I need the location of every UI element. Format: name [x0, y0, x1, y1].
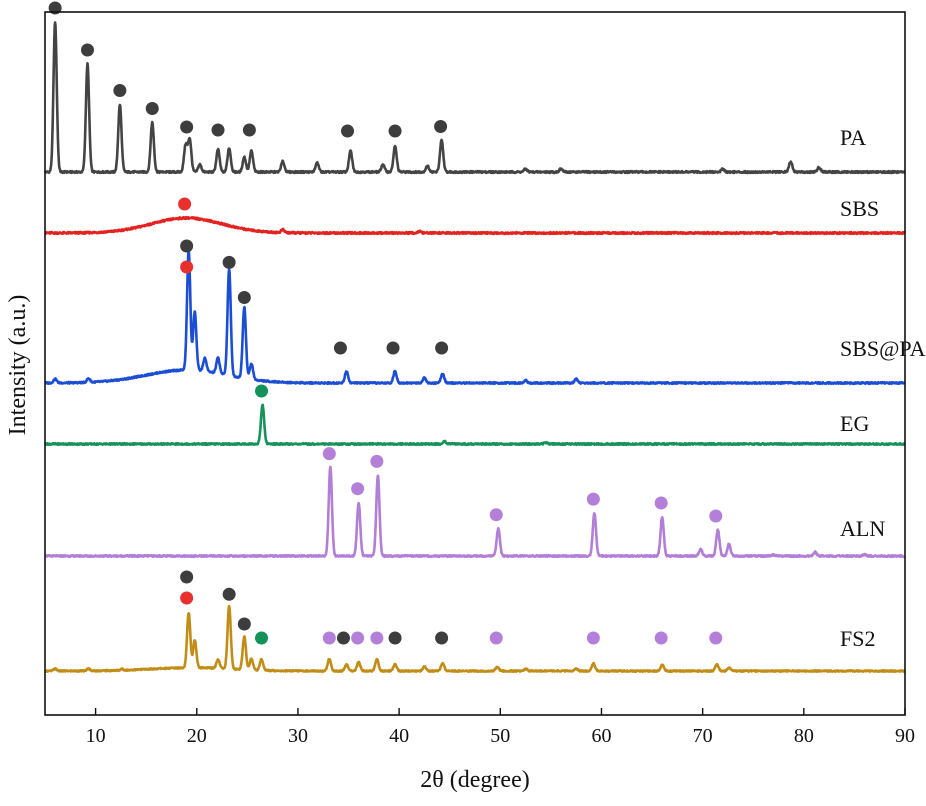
- x-tick-label-90: 90: [895, 725, 915, 747]
- peak-marker-aln-purple: [370, 454, 384, 468]
- peak-marker-fs2-purple: [489, 631, 503, 645]
- series-label-pa: PA: [840, 125, 866, 150]
- peak-marker-fs2-black: [222, 587, 236, 601]
- x-tick-label-80: 80: [794, 725, 814, 747]
- peak-marker-pa-black: [341, 124, 355, 138]
- peak-marker-sbs-pa-black: [386, 341, 400, 355]
- peak-marker-sbs-pa-black: [333, 341, 347, 355]
- peak-marker-fs2-black: [435, 631, 449, 645]
- peak-marker-aln-purple: [489, 508, 503, 522]
- series-line-sbs-pa: [44, 248, 906, 386]
- series-label-sbs-pa: SBS@PA: [840, 336, 926, 361]
- plot-frame: [44, 11, 906, 716]
- peak-marker-aln-purple: [654, 496, 668, 510]
- peak-marker-fs2-purple: [654, 631, 668, 645]
- peak-marker-fs2-black: [237, 617, 251, 631]
- series-line-sbs: [44, 215, 907, 236]
- peak-marker-aln-purple: [586, 492, 600, 506]
- peak-marker-sbs-pa-black: [180, 239, 194, 253]
- traces-layer: [43, 21, 907, 673]
- x-tick-label-60: 60: [591, 725, 611, 747]
- peak-marker-aln-purple: [709, 509, 723, 523]
- x-axis-title: 2θ (degree): [420, 767, 529, 793]
- peak-marker-pa-black: [242, 123, 256, 137]
- x-tick-label-30: 30: [288, 725, 308, 747]
- x-tick-label-70: 70: [693, 725, 713, 747]
- peak-marker-aln-purple: [322, 447, 336, 461]
- series-label-eg: EG: [840, 411, 869, 436]
- peak-marker-aln-purple: [351, 482, 365, 496]
- x-tick-label-40: 40: [389, 725, 409, 747]
- peak-marker-pa-black: [434, 120, 448, 133]
- series-label-sbs: SBS: [840, 196, 879, 221]
- peak-marker-eg-green: [255, 384, 269, 398]
- peak-marker-pa-black: [211, 123, 225, 137]
- peak-marker-fs2-purple: [586, 631, 600, 645]
- x-tick-label-10: 10: [86, 725, 106, 747]
- x-tick-label-50: 50: [490, 725, 510, 747]
- peak-marker-sbs-pa-black: [435, 341, 449, 355]
- x-tick-label-20: 20: [187, 725, 207, 747]
- series-label-aln: ALN: [840, 516, 885, 541]
- series-line-fs2: [44, 604, 906, 673]
- peak-marker-sbs-red: [178, 197, 192, 211]
- peak-marker-pa-black: [388, 124, 402, 138]
- peak-marker-fs2-black: [388, 631, 402, 645]
- peak-marker-fs2-purple: [351, 631, 365, 645]
- series-label-fs2: FS2: [840, 626, 875, 651]
- markers-layer: [48, 1, 723, 645]
- peak-marker-fs2-purple: [322, 631, 336, 645]
- series-line-eg: [43, 403, 906, 447]
- peak-marker-fs2-black: [180, 570, 194, 584]
- series-labels-layer: PA SBS SBS@PA EG ALN FS2: [840, 125, 926, 651]
- peak-marker-sbs-pa-black: [222, 255, 236, 269]
- peak-marker-pa-black: [180, 120, 194, 134]
- series-line-pa: [43, 21, 906, 175]
- peak-marker-fs2-green: [255, 631, 269, 645]
- peak-marker-fs2-black: [336, 631, 350, 645]
- peak-marker-sbs-pa-black: [237, 291, 251, 304]
- peak-marker-fs2-purple: [370, 631, 384, 645]
- peak-marker-fs2-purple: [709, 631, 723, 645]
- peak-marker-sbs-pa-red: [180, 260, 194, 274]
- y-axis-title: Intensity (a.u.): [5, 295, 31, 436]
- x-axis-ticks: 10 20 30 40 50 60 70 80 90: [86, 708, 915, 747]
- peak-marker-pa-black: [80, 43, 94, 57]
- peak-marker-pa-black: [113, 84, 127, 97]
- peak-marker-fs2-red: [180, 591, 194, 605]
- series-line-aln: [44, 465, 906, 559]
- peak-marker-pa-black: [145, 102, 159, 115]
